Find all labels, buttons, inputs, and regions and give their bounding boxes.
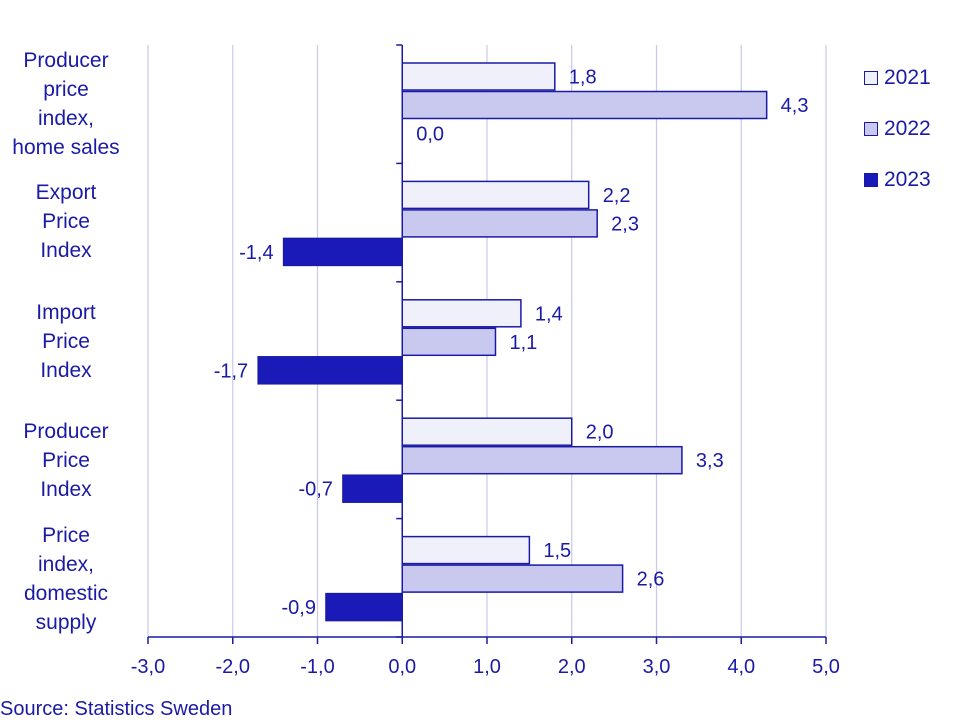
- legend-swatch: [864, 71, 878, 85]
- data-label: 1,4: [535, 303, 563, 325]
- category-label: Price index, domestic supply: [23, 524, 109, 634]
- category-label: Producer price index, home sales: [12, 49, 120, 159]
- x-tick-label: 0,0: [388, 656, 416, 678]
- bar-2022: [401, 564, 624, 593]
- data-label: -1,7: [214, 360, 248, 382]
- bar-2021: [401, 180, 590, 210]
- legend-item-2022: 2022: [864, 117, 931, 140]
- data-label: 1,5: [543, 540, 571, 562]
- data-label: 1,8: [569, 67, 597, 89]
- data-label: 2,6: [637, 569, 665, 591]
- bar-2023: [282, 237, 404, 267]
- data-label: -0,9: [282, 597, 316, 619]
- source-note: Source: Statistics Sweden: [0, 698, 233, 720]
- x-tick-label: 5,0: [812, 656, 840, 678]
- legend-label: 2022: [884, 117, 931, 140]
- bar-2022: [401, 90, 768, 120]
- data-label: 1,1: [509, 332, 537, 354]
- bar-2022: [401, 445, 683, 475]
- x-tick-label: 4,0: [727, 656, 755, 678]
- bar-2021: [401, 535, 531, 565]
- data-label: 0,0: [416, 124, 444, 146]
- legend-label: 2023: [884, 168, 931, 191]
- legend-swatch: [864, 173, 878, 187]
- bar-2023: [342, 474, 403, 503]
- x-tick-label: 1,0: [473, 656, 501, 678]
- data-label: 2,3: [611, 213, 639, 235]
- x-tick-label: 2,0: [558, 656, 586, 678]
- bar-2022: [401, 327, 497, 357]
- bar-2023: [325, 592, 404, 622]
- data-label: 2,2: [603, 185, 631, 207]
- category-label: Producer Price Index: [23, 420, 109, 501]
- legend-label: 2021: [884, 66, 931, 89]
- category-label: Import Price Index: [36, 301, 96, 382]
- x-tick-label: -2,0: [216, 656, 250, 678]
- bar-2021: [401, 62, 556, 91]
- category-label: Export Price Index: [35, 181, 97, 262]
- bar-2022: [401, 209, 598, 238]
- data-label: 3,3: [696, 450, 724, 472]
- x-tick-label: 3,0: [643, 656, 671, 678]
- x-tick-label: -3,0: [131, 656, 165, 678]
- data-label: -1,4: [239, 242, 273, 264]
- data-label: -0,7: [298, 479, 332, 501]
- bar-2023: [257, 356, 403, 385]
- bar-2021: [401, 299, 522, 328]
- legend-item-2021: 2021: [864, 66, 931, 89]
- legend-swatch: [864, 122, 878, 136]
- bar-2021: [401, 417, 573, 446]
- data-label: 4,3: [781, 95, 809, 117]
- data-label: 2,0: [586, 422, 614, 444]
- x-tick-label: -1,0: [300, 656, 334, 678]
- legend-item-2023: 2023: [864, 168, 931, 191]
